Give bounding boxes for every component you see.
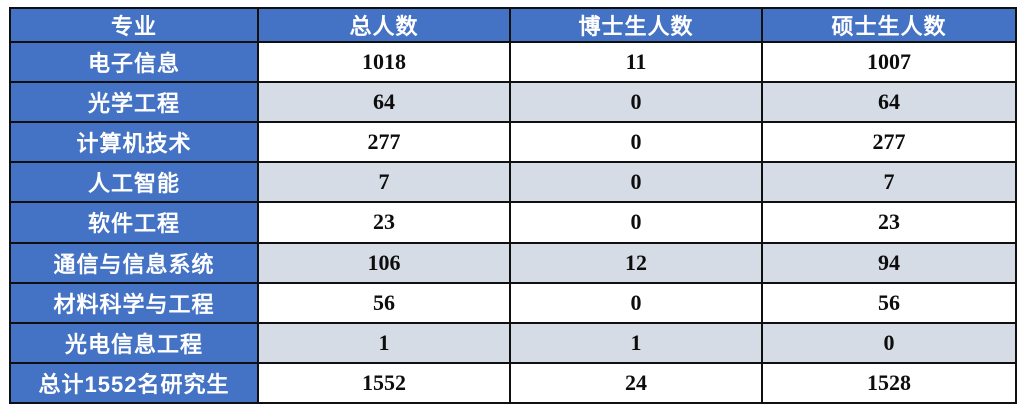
cell-phd: 12 [509, 241, 763, 284]
cell-total: 1018 [257, 40, 511, 84]
cell-phd: 0 [509, 81, 763, 124]
cell-masters: 0 [761, 321, 1017, 364]
cell-masters: 23 [761, 201, 1017, 244]
column-header-major: 专业 [9, 7, 259, 43]
cell-total: 64 [257, 81, 511, 124]
cell-masters: 1528 [761, 361, 1017, 405]
cell-total: 7 [257, 161, 511, 204]
cell-phd: 24 [509, 361, 763, 405]
cell-total: 277 [257, 121, 511, 164]
table-row: 光电信息工程 1 1 0 [9, 321, 1017, 364]
cell-total: 23 [257, 201, 511, 244]
row-label: 通信与信息系统 [9, 241, 259, 284]
cell-total: 106 [257, 241, 511, 284]
cell-phd: 0 [509, 281, 763, 324]
column-header-phd: 博士生人数 [509, 7, 763, 43]
cell-masters: 1007 [761, 40, 1017, 84]
table-row: 人工智能 7 0 7 [9, 161, 1017, 204]
cell-total: 56 [257, 281, 511, 324]
table-row: 电子信息 1018 11 1007 [9, 40, 1017, 84]
cell-total: 1 [257, 321, 511, 364]
column-header-total: 总人数 [257, 7, 511, 43]
table-row: 材料科学与工程 56 0 56 [9, 281, 1017, 324]
table-row: 软件工程 23 0 23 [9, 201, 1017, 244]
table-row-total: 总计1552名研究生 1552 24 1528 [9, 361, 1017, 405]
cell-masters: 277 [761, 121, 1017, 164]
table-row: 计算机技术 277 0 277 [9, 121, 1017, 164]
row-label: 材料科学与工程 [9, 281, 259, 324]
cell-masters: 56 [761, 281, 1017, 324]
cell-phd: 0 [509, 121, 763, 164]
table-row: 通信与信息系统 106 12 94 [9, 241, 1017, 284]
row-label: 电子信息 [9, 40, 259, 84]
cell-masters: 94 [761, 241, 1017, 284]
cell-masters: 64 [761, 81, 1017, 124]
row-label: 计算机技术 [9, 121, 259, 164]
cell-phd: 1 [509, 321, 763, 364]
row-label: 光电信息工程 [9, 321, 259, 364]
row-label: 总计1552名研究生 [9, 361, 259, 405]
cell-total: 1552 [257, 361, 511, 405]
cell-phd: 0 [509, 201, 763, 244]
cell-masters: 7 [761, 161, 1017, 204]
row-label: 光学工程 [9, 81, 259, 124]
enrollment-table: 专业 总人数 博士生人数 硕士生人数 电子信息 1018 11 1007 光学工… [9, 7, 1017, 405]
cell-phd: 11 [509, 40, 763, 84]
column-header-masters: 硕士生人数 [761, 7, 1017, 43]
row-label: 人工智能 [9, 161, 259, 204]
row-label: 软件工程 [9, 201, 259, 244]
cell-phd: 0 [509, 161, 763, 204]
table-row: 光学工程 64 0 64 [9, 81, 1017, 124]
header-row: 专业 总人数 博士生人数 硕士生人数 [9, 7, 1017, 43]
